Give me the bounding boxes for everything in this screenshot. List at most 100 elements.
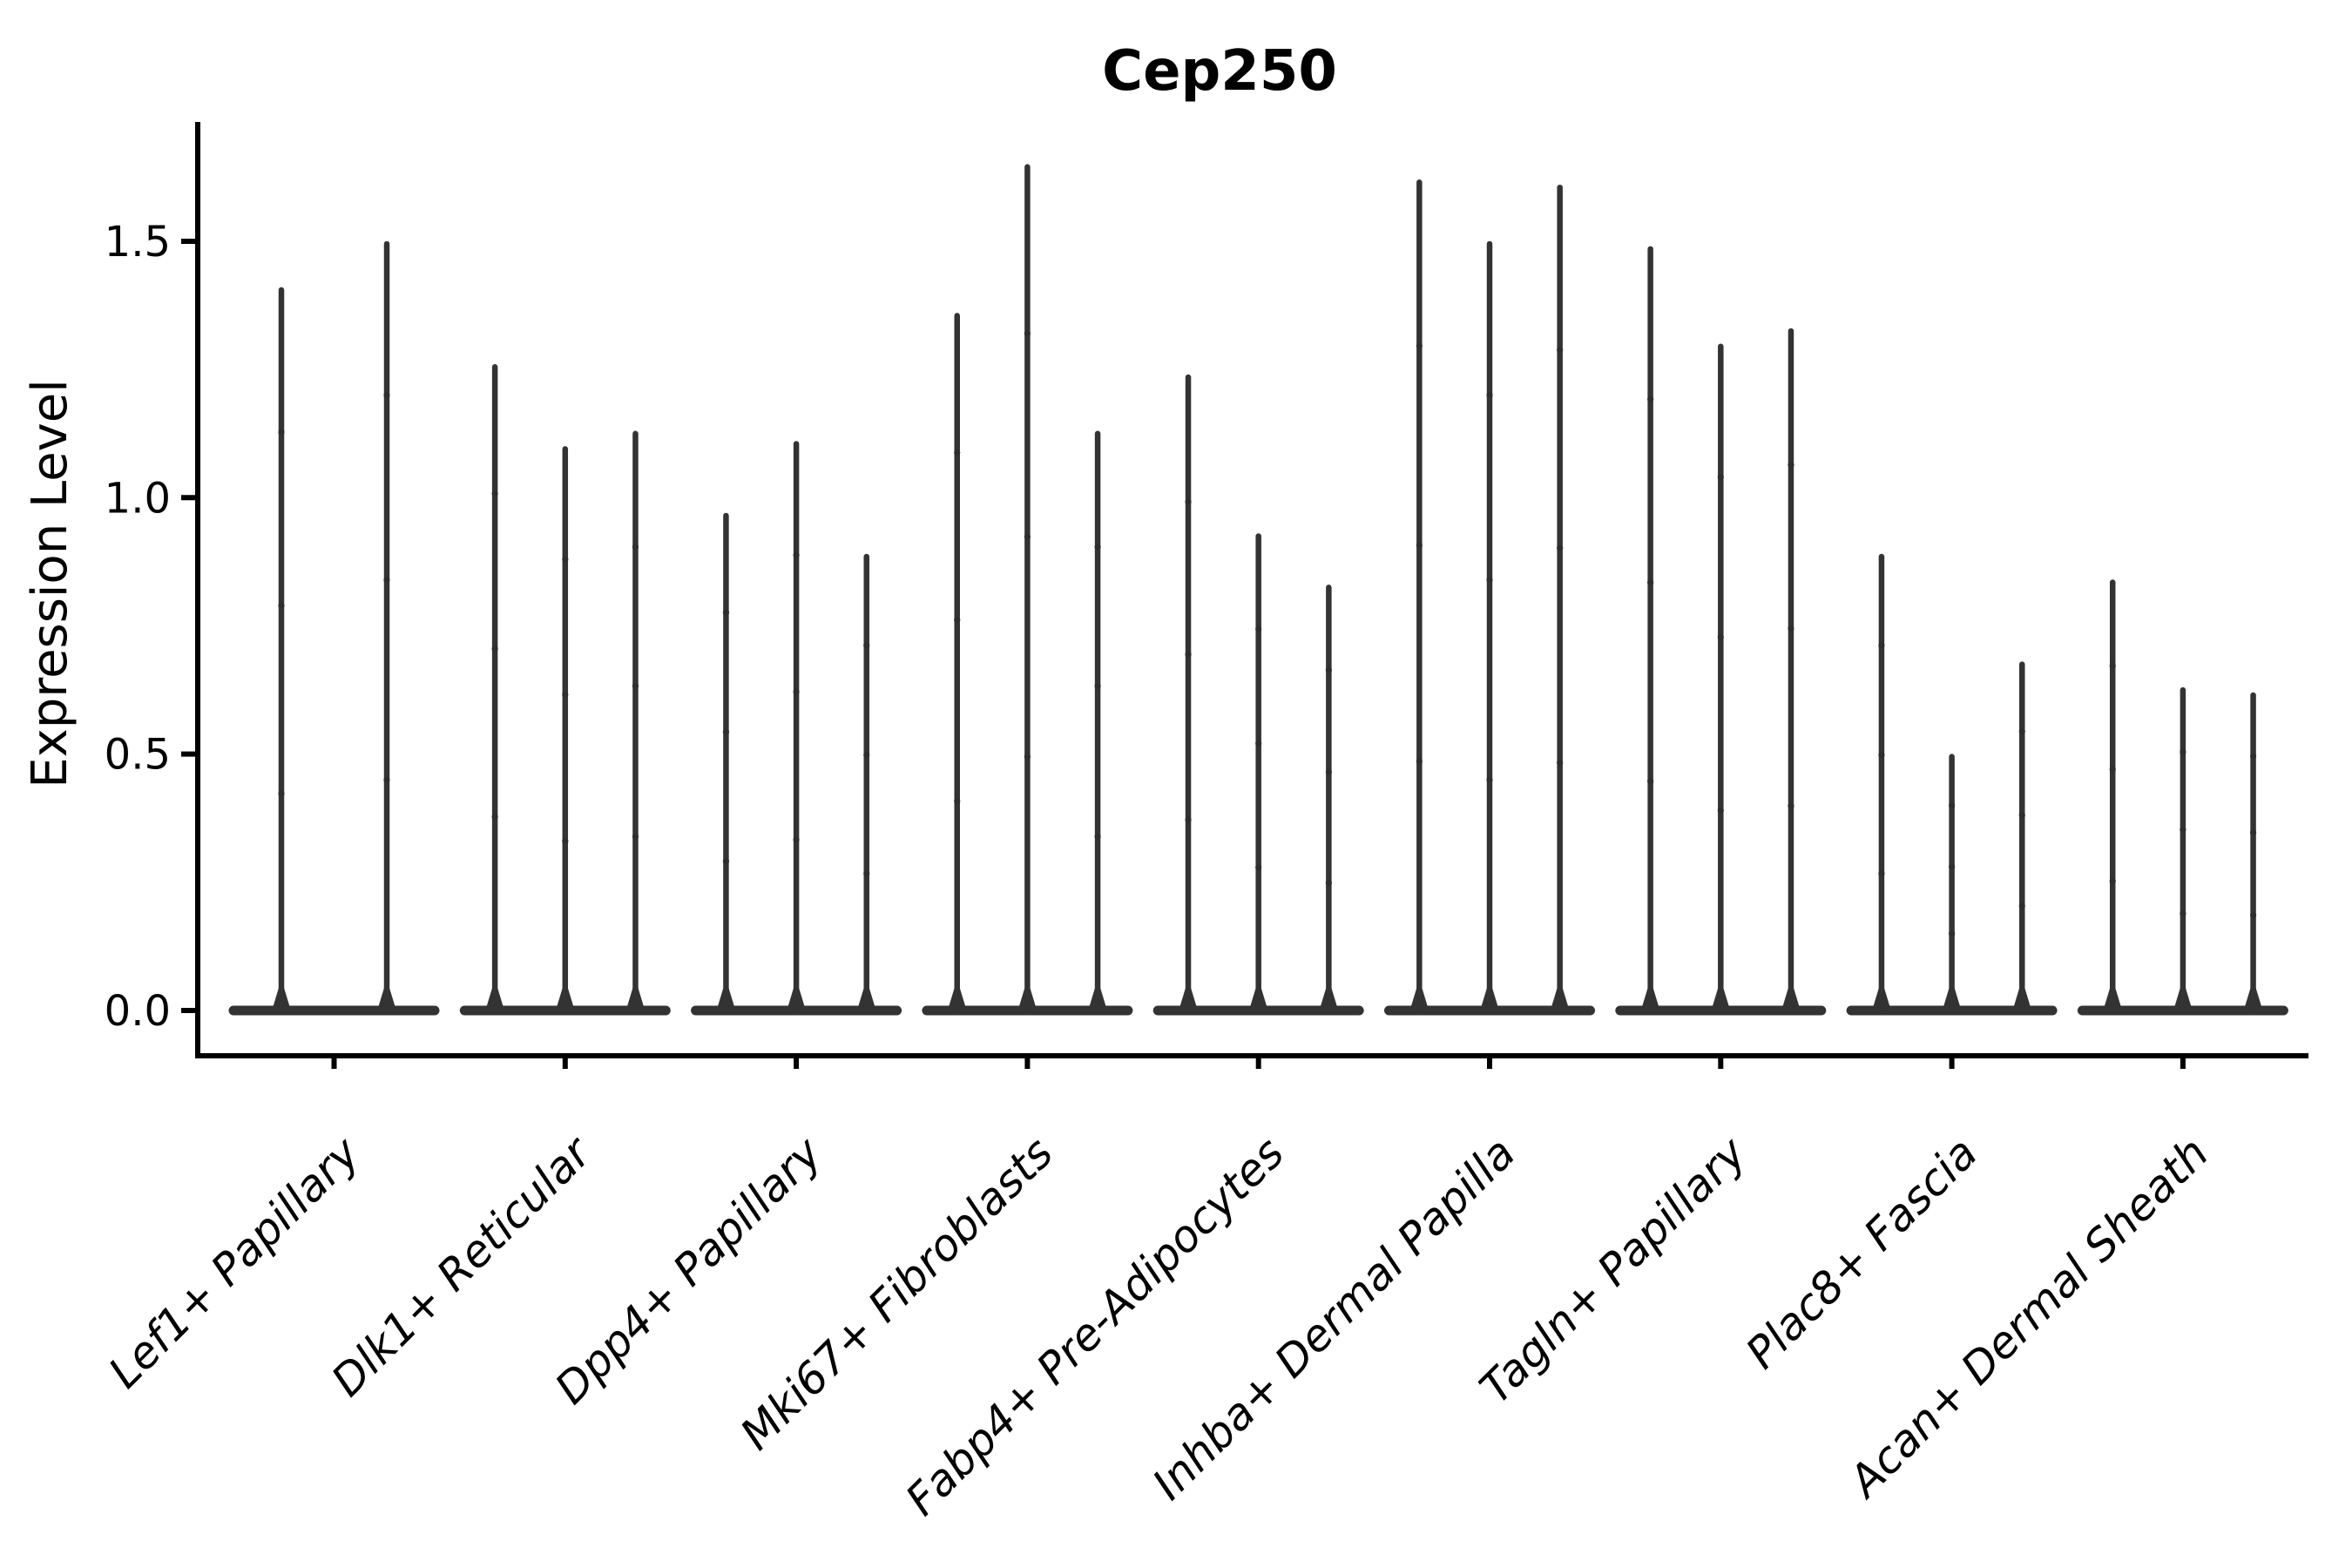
- data-point-dot: [1717, 807, 1724, 814]
- data-point-dot: [1325, 666, 1332, 673]
- data-point-dot: [1647, 579, 1654, 586]
- data-point-dot: [1557, 760, 1564, 767]
- data-point-dot: [1185, 816, 1192, 823]
- data-point-dot: [722, 728, 730, 735]
- data-point-dot: [2249, 911, 2257, 919]
- x-tick-label: Lef1+ Papillary: [99, 1126, 370, 1397]
- data-point-dot: [1717, 633, 1724, 641]
- data-point-dot: [1647, 395, 1654, 402]
- data-point-dot: [2109, 766, 2116, 773]
- y-tick-label: 0.5: [105, 731, 171, 780]
- data-point-dot: [491, 645, 498, 652]
- data-point-dot: [1255, 864, 1262, 871]
- data-point-dot: [1647, 778, 1654, 785]
- data-point-dot: [1024, 533, 1031, 540]
- data-point-dot: [793, 688, 800, 695]
- violin-group: [1615, 246, 1827, 1016]
- data-point-dot: [2018, 728, 2025, 735]
- data-point-dot: [562, 556, 569, 563]
- violin-group: [228, 240, 440, 1016]
- data-point-dot: [1185, 651, 1192, 658]
- data-point-dot: [1094, 833, 1101, 841]
- data-point-dot: [2109, 878, 2116, 885]
- data-point-dot: [2249, 753, 2257, 760]
- data-point-dot: [722, 609, 730, 616]
- violin-group: [1846, 553, 2058, 1016]
- violin-series: [228, 164, 2288, 1016]
- y-ticks: 0.0 0.5 1.0 1.5: [105, 218, 198, 1036]
- data-point-dot: [1255, 625, 1262, 632]
- data-point-dot: [278, 429, 285, 436]
- data-point-dot: [793, 836, 800, 843]
- data-point-dot: [2180, 826, 2186, 833]
- violin-group: [1152, 374, 1364, 1016]
- data-point-dot: [1878, 751, 1885, 759]
- data-point-dot: [1024, 330, 1031, 337]
- data-point-dot: [1557, 347, 1564, 354]
- data-point-dot: [2018, 812, 2025, 819]
- violin-group: [1384, 179, 1595, 1016]
- data-point-dot: [1416, 342, 1423, 349]
- data-point-dot: [863, 870, 870, 877]
- data-point-dot: [954, 798, 961, 805]
- data-point-dot: [383, 776, 390, 783]
- data-point-dot: [1094, 544, 1101, 551]
- data-point-dot: [1185, 498, 1192, 505]
- y-tick-label: 0.0: [105, 987, 171, 1036]
- data-point-dot: [954, 449, 961, 456]
- y-axis-label: Expression Level: [22, 379, 78, 788]
- data-point-dot: [562, 838, 569, 845]
- data-point-dot: [1788, 625, 1794, 632]
- data-point-dot: [1486, 576, 1493, 584]
- data-point-dot: [2249, 829, 2257, 836]
- data-point-dot: [1717, 474, 1724, 481]
- data-point-dot: [383, 576, 390, 584]
- data-point-dot: [1878, 870, 1885, 877]
- data-point-dot: [1255, 740, 1262, 747]
- data-point-dot: [1788, 462, 1794, 469]
- violin-group: [691, 441, 902, 1016]
- violin-group: [922, 164, 1133, 1016]
- violin-group: [459, 363, 671, 1016]
- data-point-dot: [1325, 768, 1332, 775]
- y-axis: Expression Level 0.0 0.5 1.0 1.5: [22, 122, 200, 1058]
- data-point-dot: [722, 858, 730, 865]
- data-point-dot: [1949, 930, 1956, 937]
- data-point-dot: [2018, 902, 2025, 909]
- y-tick-label: 1.5: [105, 218, 171, 267]
- violin-base: [228, 1005, 440, 1016]
- data-point-dot: [1416, 758, 1423, 765]
- data-point-dot: [1949, 801, 1956, 809]
- data-point-dot: [1024, 753, 1031, 760]
- data-point-dot: [632, 833, 639, 841]
- data-point-dot: [491, 813, 498, 821]
- data-point-dot: [1486, 391, 1493, 399]
- data-point-dot: [632, 544, 639, 551]
- data-point-dot: [2180, 748, 2186, 755]
- data-point-dot: [863, 751, 870, 759]
- data-point-dot: [562, 691, 569, 698]
- data-point-dot: [383, 391, 390, 399]
- data-point-dot: [1416, 542, 1423, 549]
- data-point-dot: [1788, 802, 1794, 809]
- data-point-dot: [1486, 776, 1493, 783]
- x-tick-label: Fabp4+ Pre-Adipocytes: [896, 1127, 1294, 1525]
- x-tick-label: Plac8+ Fascia: [1736, 1127, 1987, 1378]
- data-point-dot: [1557, 544, 1564, 551]
- data-point-dot: [632, 682, 639, 690]
- data-point-dot: [863, 642, 870, 649]
- data-point-dot: [2109, 662, 2116, 669]
- y-tick-label: 1.0: [105, 474, 171, 523]
- data-point-dot: [2180, 910, 2186, 917]
- data-point-dot: [1094, 682, 1101, 690]
- data-point-dot: [1949, 863, 1956, 870]
- violin-group: [2077, 579, 2288, 1016]
- data-point-dot: [1878, 642, 1885, 649]
- data-point-dot: [278, 602, 285, 609]
- data-point-dot: [793, 551, 800, 558]
- data-point-dot: [1325, 879, 1332, 887]
